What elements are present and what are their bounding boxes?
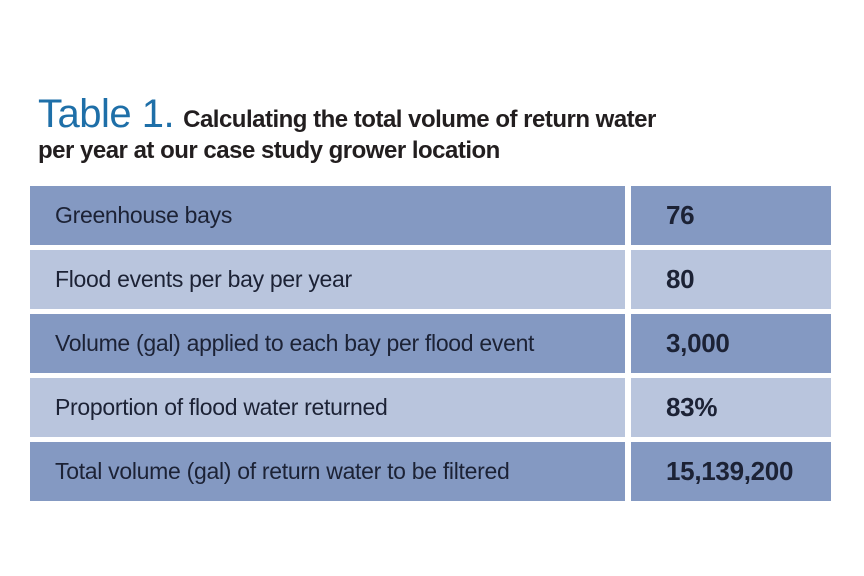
table-caption: Table 1. Calculating the total volume of … — [38, 94, 738, 166]
table-row: Volume (gal) applied to each bay per flo… — [30, 314, 831, 373]
row-value: 3,000 — [631, 314, 831, 373]
row-value: 76 — [631, 186, 831, 245]
caption-line-2: per year at our case study grower locati… — [38, 137, 500, 164]
row-label: Volume (gal) applied to each bay per flo… — [30, 314, 625, 373]
row-label: Total volume (gal) of return water to be… — [30, 442, 625, 501]
table-number: Table 1. — [38, 92, 175, 136]
row-value: 83% — [631, 378, 831, 437]
row-label: Flood events per bay per year — [30, 250, 625, 309]
row-value: 15,139,200 — [631, 442, 831, 501]
data-table: Greenhouse bays 76 Flood events per bay … — [30, 186, 831, 501]
row-value: 80 — [631, 250, 831, 309]
table-row: Flood events per bay per year 80 — [30, 250, 831, 309]
table-row: Greenhouse bays 76 — [30, 186, 831, 245]
row-label: Greenhouse bays — [30, 186, 625, 245]
row-label: Proportion of flood water returned — [30, 378, 625, 437]
table-row: Total volume (gal) of return water to be… — [30, 442, 831, 501]
table-row: Proportion of flood water returned 83% — [30, 378, 831, 437]
caption-line-1: Calculating the total volume of return w… — [183, 106, 656, 133]
